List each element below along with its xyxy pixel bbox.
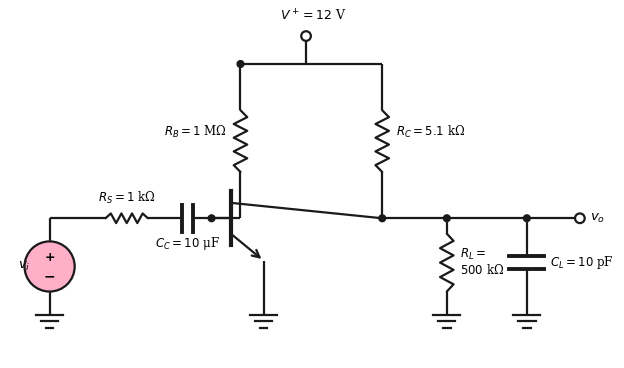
Text: +: +	[44, 251, 55, 264]
Text: $R_C = 5.1$ kΩ: $R_C = 5.1$ kΩ	[396, 123, 465, 139]
Circle shape	[575, 213, 585, 223]
Circle shape	[208, 215, 215, 222]
Text: $v_i$: $v_i$	[18, 260, 31, 273]
Text: $V^+= 12$ V: $V^+= 12$ V	[280, 8, 347, 24]
Text: $C_C = 10$ μF: $C_C = 10$ μF	[155, 235, 220, 252]
Circle shape	[444, 215, 450, 222]
Text: $v_o$: $v_o$	[590, 212, 605, 225]
Text: $R_B = 1$ MΩ: $R_B = 1$ MΩ	[164, 123, 227, 139]
Circle shape	[237, 61, 244, 67]
Text: $R_L =$: $R_L =$	[461, 247, 486, 262]
Text: $500$ kΩ: $500$ kΩ	[461, 263, 505, 277]
Circle shape	[24, 241, 75, 291]
Text: −: −	[44, 269, 56, 283]
Text: $R_S = 1$ kΩ: $R_S = 1$ kΩ	[98, 190, 155, 206]
Circle shape	[301, 31, 311, 41]
Circle shape	[524, 215, 530, 222]
Circle shape	[379, 215, 386, 222]
Text: $C_L = 10$ pF: $C_L = 10$ pF	[550, 254, 613, 271]
